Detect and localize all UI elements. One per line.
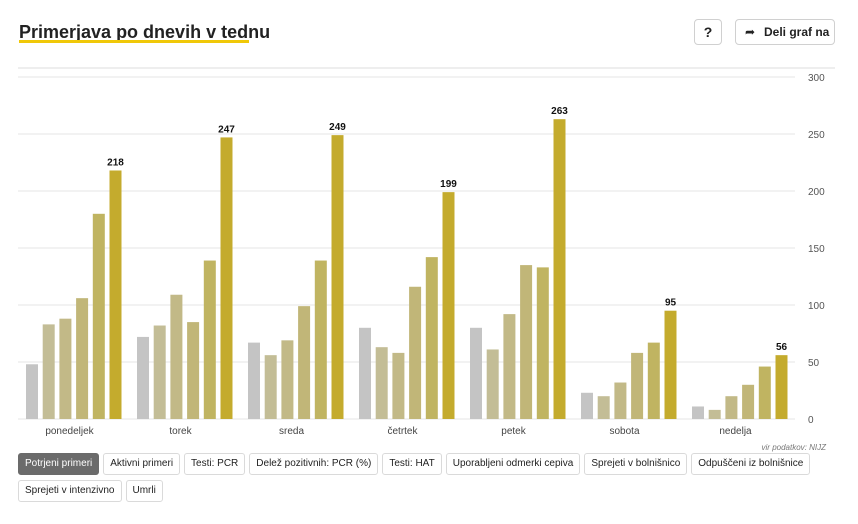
- bar: [775, 355, 788, 419]
- bar: [170, 294, 183, 419]
- bar: [758, 366, 771, 419]
- share-arrow-icon: ➦: [744, 25, 756, 39]
- y-tick-label: 50: [808, 358, 820, 369]
- bar: [409, 286, 422, 419]
- bar: [26, 364, 38, 419]
- bar: [331, 135, 344, 419]
- tab-2[interactable]: Testi: PCR: [184, 453, 246, 475]
- category-label: ponedeljek: [45, 426, 94, 437]
- bar: [264, 355, 277, 419]
- data-label: 263: [551, 106, 568, 117]
- data-label: 218: [107, 157, 124, 168]
- tab-4[interactable]: Testi: HAT: [382, 453, 442, 475]
- category-label: nedelja: [719, 426, 752, 437]
- bar: [692, 406, 704, 419]
- bar: [425, 257, 438, 419]
- bar: [359, 327, 371, 419]
- tab-0[interactable]: Potrjeni primeri: [18, 453, 100, 475]
- y-tick-label: 300: [808, 73, 825, 84]
- bar: [187, 322, 200, 419]
- bar: [442, 192, 455, 419]
- data-label: 247: [218, 124, 235, 135]
- y-tick-label: 0: [808, 415, 814, 426]
- data-label: 199: [440, 179, 457, 190]
- bar: [664, 310, 677, 419]
- bar: [59, 318, 72, 419]
- share-button-label: Deli graf na: [764, 25, 830, 39]
- bar: [76, 298, 89, 419]
- chart-title: Primerjava po dnevih v tednu: [19, 22, 271, 42]
- bar: [220, 137, 233, 420]
- category-label: sreda: [279, 426, 304, 437]
- title-underline: [19, 40, 249, 43]
- tab-8[interactable]: Sprejeti v intenzivno: [18, 480, 122, 502]
- bar: [92, 213, 105, 419]
- bar: [153, 325, 166, 419]
- y-tick-label: 200: [808, 187, 825, 198]
- y-tick-label: 150: [808, 244, 825, 255]
- tab-6[interactable]: Sprejeti v bolnišnico: [584, 453, 688, 475]
- tab-5[interactable]: Uporabljeni odmerki cepiva: [445, 453, 581, 475]
- bar: [392, 352, 405, 419]
- category-label: sobota: [609, 426, 639, 437]
- bar: [486, 349, 499, 419]
- tab-9[interactable]: Umrli: [125, 480, 163, 502]
- bar: [298, 306, 311, 419]
- help-button[interactable]: ?: [694, 19, 722, 45]
- share-button[interactable]: ➦ Deli graf na: [735, 19, 835, 45]
- bar: [314, 260, 327, 419]
- bar: [631, 352, 644, 419]
- data-label: 249: [329, 122, 346, 133]
- bar: [137, 336, 149, 419]
- bar: [742, 384, 755, 419]
- data-label: 95: [665, 298, 677, 309]
- bar: [375, 347, 388, 419]
- bar: [503, 314, 516, 419]
- source-note: vir podatkov: NIJZ: [761, 443, 826, 452]
- bar: [520, 265, 533, 419]
- bar: [581, 392, 593, 419]
- category-label: petek: [501, 426, 526, 437]
- bar: [614, 382, 627, 419]
- tab-3[interactable]: Delež pozitivnih: PCR (%): [249, 453, 379, 475]
- y-tick-label: 250: [808, 130, 825, 141]
- category-label: četrtek: [387, 426, 418, 437]
- bar: [248, 342, 260, 419]
- data-label: 56: [776, 342, 788, 353]
- bar: [109, 170, 122, 419]
- bar: [203, 260, 216, 419]
- bar: [647, 342, 660, 419]
- bar-chart: 0 50 100 150 200 250 300 218 ponedeljek 247 torek 2…: [18, 67, 835, 437]
- bar: [708, 409, 721, 419]
- bar: [281, 340, 294, 419]
- bar: [42, 324, 55, 419]
- bar: [536, 267, 549, 419]
- tab-1[interactable]: Aktivni primeri: [103, 453, 181, 475]
- bar: [725, 396, 738, 419]
- y-tick-label: 100: [808, 301, 825, 312]
- bar: [553, 119, 566, 420]
- bar: [470, 327, 482, 419]
- metric-tabs: Potrjeni primeri Aktivni primeri Testi: PC…: [18, 453, 818, 502]
- category-label: torek: [169, 426, 192, 437]
- bar: [597, 396, 610, 419]
- tab-7[interactable]: Odpuščeni iz bolnišnice: [691, 453, 811, 475]
